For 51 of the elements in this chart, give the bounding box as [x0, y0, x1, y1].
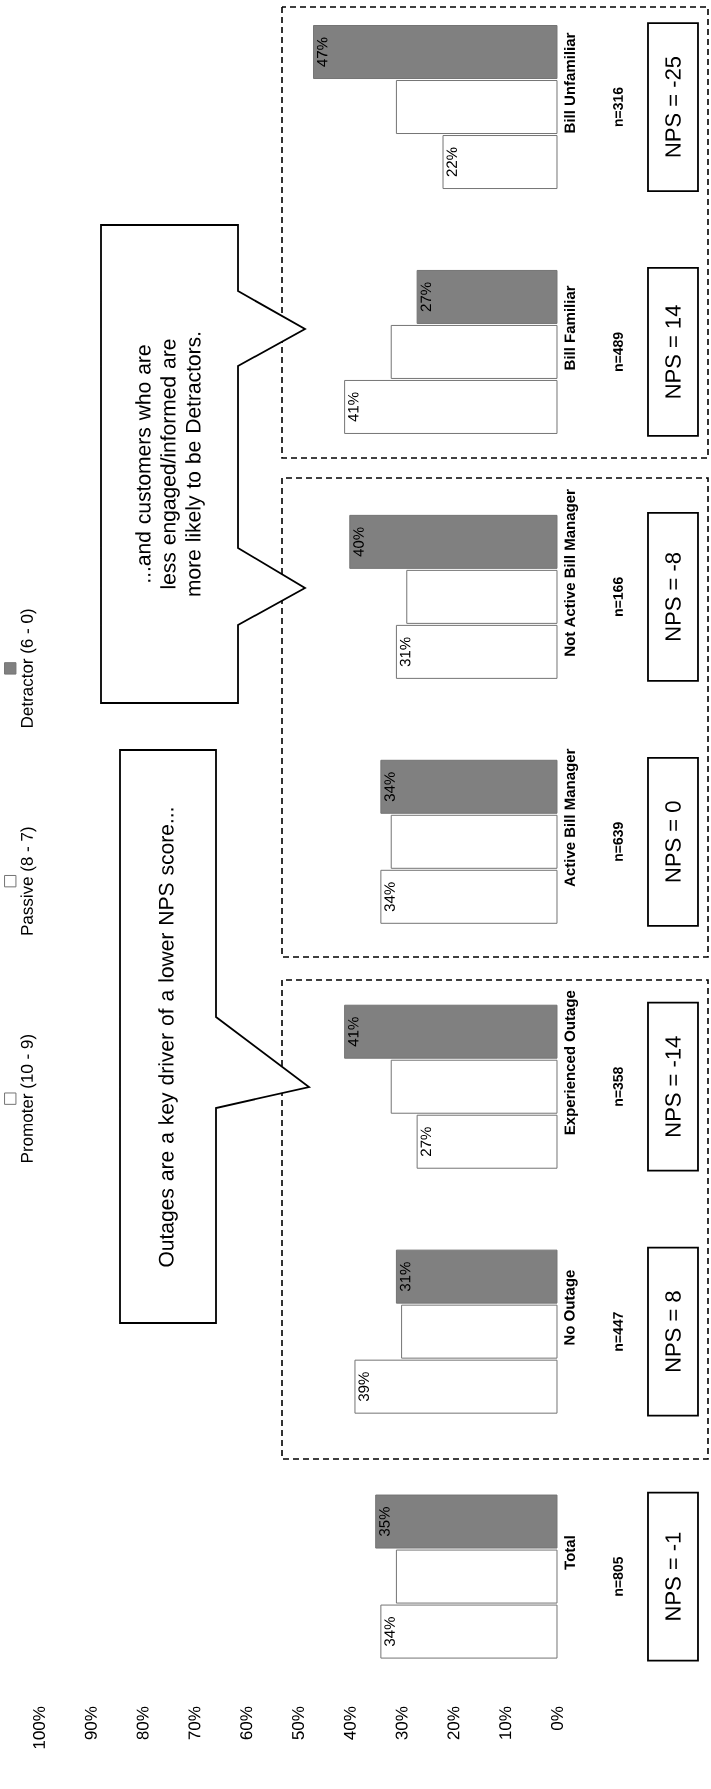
text: n=447: [613, 1312, 623, 1351]
text: n=358: [613, 1067, 623, 1106]
x-tick-label: 10%: [499, 1706, 512, 1739]
y-tick-label: Experienced Outage: [564, 990, 579, 1135]
y-tick-label: Active Bill Manager: [564, 748, 579, 887]
data-label: 34%: [384, 1617, 395, 1647]
annotation: ...and customers who are less engaged/informed are more likely to be Detractors.: [135, 332, 205, 596]
text: NPS = 0: [665, 801, 681, 882]
text: n=316: [613, 87, 623, 127]
data-label: 41%: [348, 1017, 359, 1047]
x-tick-label: 100%: [32, 1706, 45, 1749]
data-label: 27%: [420, 1127, 432, 1156]
x-tick-label: 90%: [84, 1706, 97, 1740]
data-label: 35%: [379, 1507, 390, 1537]
legend-label: Passive (8 - 7): [20, 827, 37, 935]
x-tick-label: 30%: [395, 1706, 408, 1740]
text: NPS = -25: [665, 56, 681, 157]
text: n=639: [613, 822, 623, 861]
data-label: 41%: [348, 392, 359, 422]
x-tick-label: 80%: [136, 1706, 149, 1740]
data-label: 34%: [384, 882, 395, 912]
text: NPS = -14: [665, 1036, 681, 1136]
text: n=805: [613, 1556, 623, 1596]
legend-label: Promoter (10 - 9): [20, 1035, 37, 1162]
y-tick-label: Bill Familiar: [564, 285, 576, 370]
x-tick-label: 0%: [550, 1706, 563, 1731]
data-label: 31%: [399, 1262, 411, 1292]
text: n=489: [613, 332, 623, 372]
text: NPS = 14: [665, 305, 681, 398]
x-tick-label: 70%: [188, 1706, 201, 1740]
x-tick-label: 60%: [240, 1706, 253, 1740]
data-label: 39%: [358, 1372, 369, 1402]
annotation: Outages are a key driver of a lower NPS score...: [158, 808, 178, 1267]
y-tick-label: No Outage: [564, 1270, 578, 1345]
y-tick-label: Not Active Bill Manager: [564, 489, 579, 656]
text: NPS = -8: [665, 552, 681, 640]
text: NPS = 8: [665, 1291, 681, 1372]
x-tick-label: 50%: [291, 1706, 304, 1740]
y-tick-label: Total: [564, 1536, 576, 1570]
data-label: 34%: [384, 772, 395, 802]
x-tick-label: 20%: [447, 1706, 460, 1740]
data-label: 27%: [420, 282, 432, 312]
y-tick-label: Bill Unfamiliar: [564, 32, 576, 133]
data-label: 47%: [316, 37, 328, 67]
legend-label: Detractor (6 - 0): [20, 609, 37, 727]
data-label: 22%: [446, 147, 457, 177]
data-label: 31%: [399, 637, 411, 667]
text: NPS = -1: [665, 1532, 681, 1620]
x-tick-label: 40%: [343, 1706, 356, 1740]
data-label: 40%: [353, 527, 364, 557]
text: n=166: [613, 577, 623, 617]
